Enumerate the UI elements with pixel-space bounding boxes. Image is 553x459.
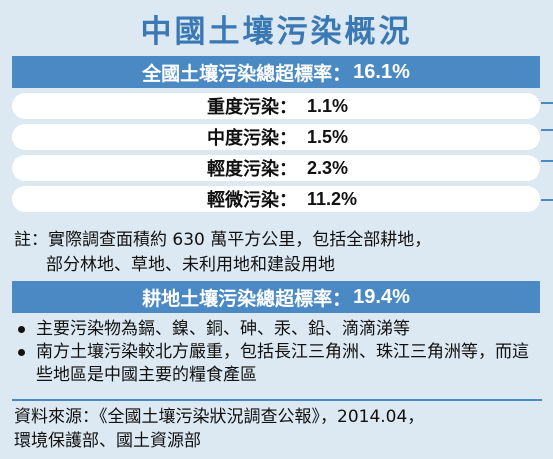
level-row-light: 輕度污染： 2.3% [12, 155, 540, 181]
survey-note: 註：實際調查面積約 630 萬平方公里，包括全部耕地， 部分林地、草地、未利用地… [14, 228, 544, 278]
note-line-2: 部分林地、草地、未利用地和建設用地 [46, 255, 335, 275]
source-line-1: 資料來源：《全國土壤污染狀況調查公報》，2014.04， [14, 407, 425, 427]
overall-rate-value: 16.1% [353, 60, 410, 83]
level-label: 輕微污染： [207, 190, 297, 211]
page-title: 中國土壤污染概況 [140, 14, 413, 50]
findings-list: 主要污染物為鎘、鎳、銅、砷、汞、鉛、滴滴涕等 南方土壤污染較北方嚴重，包括長江三… [14, 318, 544, 387]
source-line-2: 環境保護部、國土資源部 [14, 431, 201, 451]
list-item: 南方土壤污染較北方嚴重，包括長江三角洲、珠江三角洲等，而這些地區是中國主要的糧食… [14, 341, 544, 387]
divider [12, 399, 542, 401]
connector-tick [541, 129, 553, 131]
farmland-rate-banner: 耕地土壤污染總超標率： 19.4% [12, 281, 540, 313]
level-value: 2.3% [307, 157, 349, 178]
level-row-severe: 重度污染： 1.1% [12, 93, 540, 119]
farmland-rate-value: 19.4% [353, 285, 410, 308]
connector-tick [541, 199, 553, 201]
level-row-moderate: 中度污染： 1.5% [12, 124, 540, 150]
farmland-rate-label: 耕地土壤污染總超標率： [142, 287, 352, 310]
level-label: 重度污染： [207, 97, 297, 118]
overall-rate-banner: 全國土壤污染總超標率： 16.1% [12, 56, 540, 88]
source-citation: 資料來源：《全國土壤污染狀況調查公報》，2014.04， 環境保護部、國土資源部 [14, 405, 544, 453]
overall-rate-label: 全國土壤污染總超標率： [142, 62, 352, 85]
list-item: 主要污染物為鎘、鎳、銅、砷、汞、鉛、滴滴涕等 [14, 318, 544, 341]
level-label: 中度污染： [207, 128, 297, 149]
level-value: 11.2% [307, 188, 358, 209]
connector-tick [541, 160, 553, 162]
connector-tick [541, 102, 553, 104]
level-row-slight: 輕微污染： 11.2% [12, 186, 540, 212]
level-label: 輕度污染： [207, 159, 297, 180]
level-value: 1.1% [307, 95, 349, 116]
note-line-1: 註：實際調查面積約 630 萬平方公里，包括全部耕地， [14, 230, 432, 250]
level-value: 1.5% [307, 126, 349, 147]
